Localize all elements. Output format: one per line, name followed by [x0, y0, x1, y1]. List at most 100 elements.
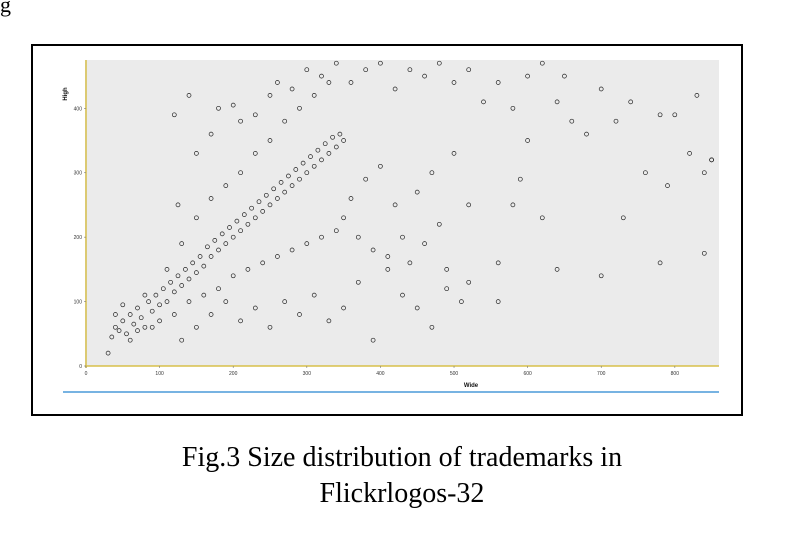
scatter-point [171, 289, 177, 295]
scatter-point [289, 247, 295, 253]
scatter-point [304, 67, 310, 73]
scatter-point [109, 334, 115, 340]
scatter-point [138, 315, 144, 321]
scatter-point [451, 151, 457, 156]
scatter-point [311, 163, 317, 169]
scatter-point [429, 324, 435, 330]
scatter-point [142, 292, 148, 298]
scatter-point [525, 138, 530, 143]
scatter-point [326, 80, 332, 85]
scatter-point [628, 99, 634, 105]
scatter-point [414, 305, 420, 311]
scatter-point [385, 267, 391, 272]
scatter-point [322, 141, 328, 147]
scatter-point [194, 270, 199, 275]
scatter-point [337, 131, 343, 137]
x-tick-label: 0 [85, 371, 88, 377]
scatter-point [208, 131, 214, 137]
scatter-point [116, 328, 122, 333]
scatter-point [179, 337, 185, 343]
scatter-point [256, 199, 262, 205]
scatter-point [216, 105, 221, 111]
scatter-point [429, 170, 435, 176]
scatter-point [267, 93, 273, 98]
scatter-point [378, 163, 383, 169]
scatter-point [175, 202, 181, 208]
scatter-point [620, 215, 626, 221]
scatter-point [422, 241, 427, 246]
scatter-point [459, 299, 464, 304]
scatter-point [135, 328, 140, 333]
figure-frame: 0 100 200 300 400 500 600 700 800 0 100 200 300 400 … [31, 44, 743, 416]
scatter-point [135, 305, 140, 311]
scatter-point [422, 73, 427, 79]
scatter-point [554, 99, 560, 105]
scatter-point [267, 202, 273, 208]
scatter-point [142, 324, 148, 330]
scatter-point [223, 183, 229, 188]
scatter-point [230, 102, 236, 108]
scatter-point [657, 260, 663, 266]
scatter-point [278, 180, 284, 185]
scatter-point [562, 73, 567, 79]
scatter-point [672, 112, 678, 118]
scatter-point [701, 250, 707, 256]
scatter-point [146, 299, 151, 304]
scatter-point [613, 118, 619, 124]
scatter-point [131, 321, 137, 327]
scatter-point [378, 60, 383, 66]
scatter-point [466, 202, 472, 208]
scatter-point [341, 138, 346, 143]
scatter-point [249, 205, 254, 211]
figure-caption: Fig.3 Size distribution of trademarks in… [0, 440, 804, 512]
y-axis-title: High [63, 87, 69, 101]
scatter-point [319, 234, 324, 240]
scatter-point [252, 215, 258, 221]
scatter-point [201, 263, 207, 269]
scatter-point [179, 241, 185, 246]
x-tick-label: 800 [671, 371, 680, 377]
y-tick-group: 0 100 200 300 400 [74, 106, 86, 370]
scatter-point [157, 302, 162, 308]
scatter-point [186, 276, 192, 282]
x-tick-label: 100 [155, 371, 164, 377]
scatter-point [113, 324, 118, 330]
scatter-point [289, 183, 295, 188]
scatter-point [197, 254, 203, 259]
scatter-point [238, 318, 243, 324]
scatter-point [348, 80, 354, 85]
scatter-point [525, 73, 530, 79]
scatter-point [392, 202, 398, 208]
scatter-point [569, 118, 575, 124]
scatter-point [539, 215, 545, 221]
scatter-point [300, 160, 306, 166]
scatter-point [186, 299, 192, 304]
scatter-point [289, 86, 295, 92]
scatter-point [245, 221, 251, 227]
scatter-point [481, 99, 486, 105]
scatter-point [245, 267, 251, 272]
scatter-point [238, 170, 243, 176]
scatter-point [400, 292, 405, 298]
x-tick-label: 400 [376, 371, 385, 377]
scatter-point [183, 267, 188, 272]
page-fragment-text: g [0, 0, 11, 17]
caption-line-2: Flickrlogos-32 [319, 478, 485, 509]
scatter-point [263, 192, 269, 198]
scatter-point [466, 67, 472, 73]
scatter-point [124, 331, 129, 337]
scatter-point [436, 221, 442, 227]
scatter-point [510, 105, 516, 111]
y-tick-label: 100 [74, 300, 83, 306]
scatter-point [392, 86, 398, 92]
scatter-point [444, 286, 450, 292]
scatter-point [175, 273, 181, 279]
scatter-point [120, 302, 126, 308]
scatter-point [326, 318, 332, 324]
scatter-point [363, 67, 369, 73]
scatter-point [238, 228, 243, 234]
scatter-point [208, 312, 214, 317]
scatter-point [517, 176, 523, 182]
scatter-point [451, 80, 457, 85]
scatter-point [260, 260, 266, 266]
